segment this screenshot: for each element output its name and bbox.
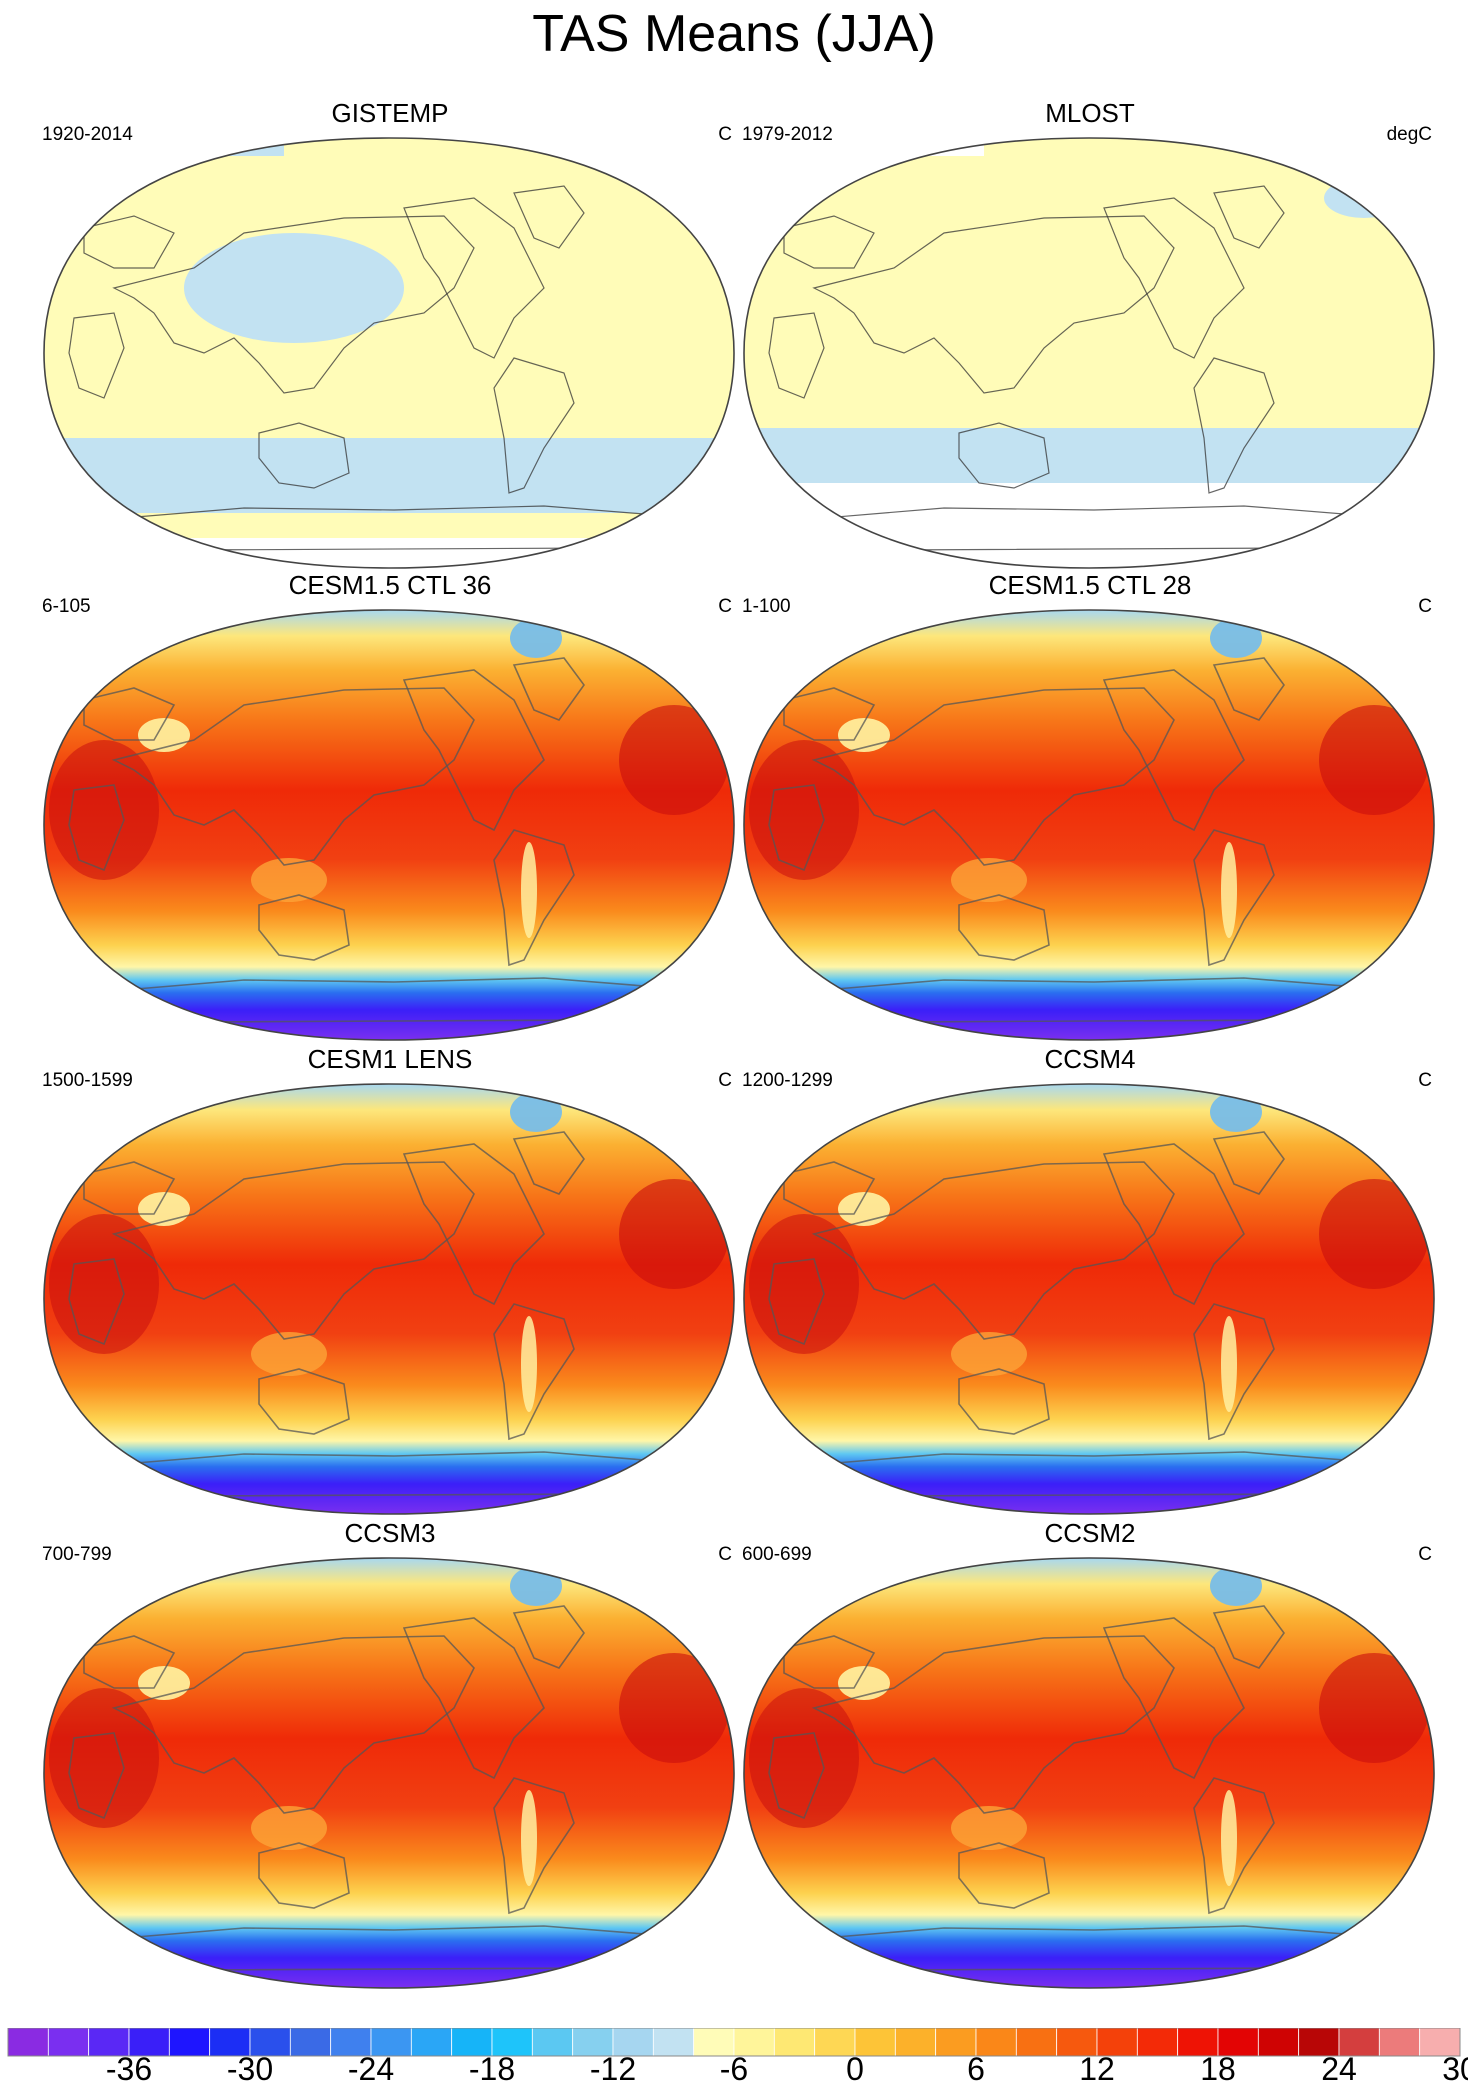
map-panel: CCSM3 700-799 C	[40, 1518, 740, 1989]
colorbar-swatch	[1378, 2028, 1421, 2057]
map-panel: GISTEMP 1920-2014 C	[40, 98, 740, 569]
map-image	[43, 609, 735, 1041]
colorbar-swatch	[370, 2028, 412, 2057]
panel-period: 6-105	[42, 596, 91, 617]
panel-title: CESM1.5 CTL 28	[988, 570, 1192, 600]
colorbar-swatch	[894, 2028, 937, 2057]
panel-title: MLOST	[1045, 98, 1135, 128]
map-image	[43, 1557, 735, 1989]
panel-title: CESM1 LENS	[307, 1044, 473, 1074]
colorbar-swatch	[1177, 2028, 1219, 2057]
panel-units: C	[718, 596, 732, 617]
colorbar-swatch	[330, 2028, 372, 2057]
colorbar-tick-label: -24	[348, 2051, 394, 2082]
colorbar-tick-label: -18	[469, 2051, 515, 2082]
map-panel: CCSM4 1200-1299 C	[740, 1044, 1440, 1515]
map-panel: CCSM2 600-699 C	[740, 1518, 1440, 1989]
panel-units: C	[1418, 1070, 1432, 1091]
panel-period: 1920-2014	[42, 124, 133, 145]
map-image	[43, 137, 735, 569]
panel-units: degC	[1386, 124, 1432, 145]
figure-title: TAS Means (JJA)	[532, 5, 936, 63]
panel-period: 600-699	[742, 1544, 812, 1565]
colorbar-swatch	[935, 2028, 977, 2057]
colorbar-tick-label: -36	[106, 2051, 152, 2082]
colorbar-tick-label: -30	[227, 2051, 273, 2082]
map-panel: CESM1 LENS 1500-1599 C	[40, 1044, 740, 1515]
panel-units: C	[718, 1070, 732, 1091]
map-image	[743, 1083, 1435, 1515]
colorbar-tick-label: 12	[1079, 2051, 1115, 2082]
panel-title: CESM1.5 CTL 36	[288, 570, 492, 600]
panel-title: CCSM4	[1044, 1044, 1136, 1074]
panel-units: C	[718, 124, 732, 145]
colorbar-tick-label: 18	[1200, 2051, 1236, 2082]
colorbar-swatch	[1096, 2028, 1138, 2057]
colorbar-swatch	[47, 2028, 90, 2057]
panel-title: GISTEMP	[331, 98, 449, 128]
panel-period: 1500-1599	[42, 1070, 133, 1091]
colorbar-tick-label: -6	[720, 2051, 748, 2082]
colorbar-swatch	[531, 2028, 574, 2057]
colorbar-swatch	[7, 2028, 49, 2057]
map-image	[743, 609, 1435, 1041]
colorbar-swatch	[1419, 2028, 1461, 2057]
colorbar-tick-label: 24	[1321, 2051, 1357, 2082]
colorbar-tick-label: 30	[1442, 2051, 1468, 2082]
panel-units: C	[718, 1544, 732, 1565]
colorbar-swatch	[88, 2028, 130, 2057]
colorbar-swatch	[1257, 2028, 1300, 2057]
colorbar-swatch	[652, 2028, 695, 2057]
colorbar-tick-label: 6	[967, 2051, 985, 2082]
colorbar-swatch	[1015, 2028, 1058, 2057]
colorbar-swatch	[491, 2028, 533, 2057]
panel-period: 1200-1299	[742, 1070, 833, 1091]
map-panel: MLOST 1979-2012 degC	[740, 98, 1440, 569]
colorbar-swatch	[289, 2028, 332, 2057]
panel-units: C	[1418, 1544, 1432, 1565]
map-image	[43, 1083, 735, 1515]
panel-period: 1979-2012	[742, 124, 833, 145]
colorbar-tick-label: 0	[846, 2051, 864, 2082]
colorbar-swatch	[168, 2028, 211, 2057]
map-image	[743, 1557, 1435, 1989]
panel-units: C	[1418, 596, 1432, 617]
map-image	[743, 137, 1435, 569]
colorbar-swatch	[410, 2028, 453, 2057]
colorbar: -36-30-24-18-12-6061218243036	[7, 2028, 1468, 2082]
panel-period: 700-799	[42, 1544, 112, 1565]
map-panel: CESM1.5 CTL 36 6-105 C	[40, 570, 740, 1041]
panel-title: CCSM3	[344, 1518, 436, 1548]
colorbar-swatch	[1136, 2028, 1179, 2057]
panel-period: 1-100	[742, 596, 791, 617]
colorbar-swatch	[209, 2028, 251, 2057]
map-panel: CESM1.5 CTL 28 1-100 C	[740, 570, 1440, 1041]
colorbar-swatch	[773, 2028, 816, 2057]
colorbar-swatch	[128, 2028, 170, 2057]
colorbar-tick-label: -12	[590, 2051, 636, 2082]
panel-title: CCSM2	[1044, 1518, 1136, 1548]
